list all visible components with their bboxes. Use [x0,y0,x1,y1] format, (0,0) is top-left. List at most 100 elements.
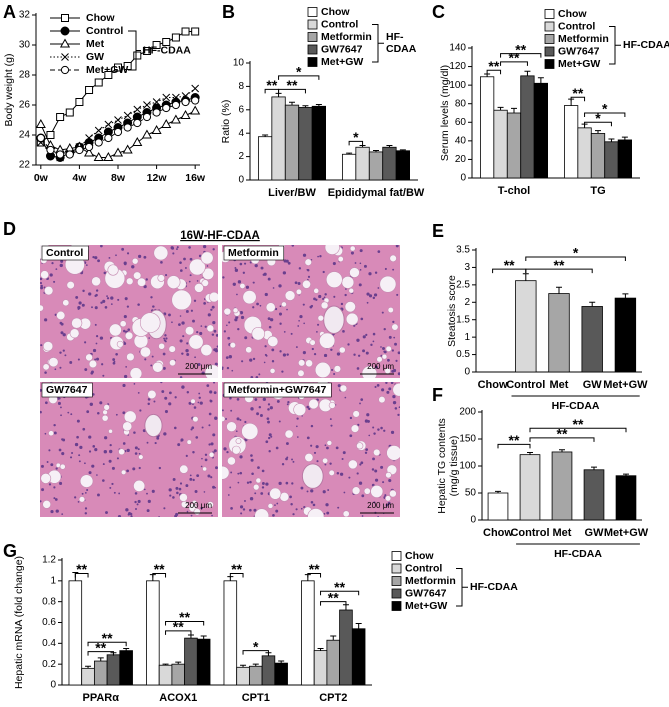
nucleus [249,358,253,362]
nucleus [302,351,306,355]
nucleus [55,509,59,513]
nucleus [178,323,181,326]
nucleus [192,319,195,323]
lipid-droplet [267,335,279,347]
nucleus [313,352,317,356]
y-tick-label: 200 [459,407,476,418]
nucleus [395,359,398,362]
lipid-droplet [201,279,209,287]
significance-bracket [497,443,531,449]
nucleus [40,464,44,468]
marker [133,51,142,60]
lipid-droplet [186,439,192,445]
nucleus [324,463,327,466]
lipid-droplet [123,410,137,424]
lipid-droplet [190,398,196,404]
nucleus [374,385,377,388]
marker [59,38,71,48]
nucleus [203,302,206,305]
nucleus [164,340,167,343]
significance-label: ** [173,619,184,635]
error-bar [556,286,562,294]
group-label: HF- [386,31,404,43]
scale-bar-label: 200 μm [185,362,212,371]
nucleus [392,401,397,405]
legend-label: Control [558,20,595,32]
nucleus [222,409,224,412]
marker [181,27,190,36]
nucleus [365,351,369,355]
nucleus [185,310,189,313]
nucleus [283,331,286,333]
nucleus [123,329,126,333]
nucleus [272,514,275,517]
nucleus [133,431,136,434]
nucleus [387,501,391,505]
nucleus [254,492,257,495]
nucleus [250,375,254,378]
nucleus [189,257,193,261]
lipid-droplet [385,345,392,352]
significance-label: ** [154,561,165,577]
error-bar [623,473,629,476]
error-bar [278,660,285,664]
legend-label: Chow [558,8,587,20]
lipid-droplet [319,332,336,349]
nucleus [81,492,84,495]
nucleus [267,420,270,424]
nucleus [257,466,260,469]
nucleus [138,466,141,470]
nucleus [285,259,289,263]
bar [257,136,273,181]
nucleus [335,446,339,450]
nucleus [79,445,83,450]
lipid-droplet [139,346,151,358]
error-bar [85,665,92,669]
y-tick-label: 3.5 [456,245,470,256]
marker [141,129,152,139]
nucleus [147,398,151,401]
error-bar [359,144,366,148]
error-bar [559,449,565,452]
nucleus [96,474,98,476]
nucleus [134,452,138,455]
nucleus [84,368,88,371]
marker [65,150,74,159]
nucleus [222,366,224,369]
nucleus [359,463,362,466]
nucleus [204,453,208,456]
lipid-droplet [265,302,276,313]
error-bar [373,150,379,152]
lipid-droplet [206,324,215,333]
nucleus [102,374,105,377]
significance-label: * [353,129,359,145]
nucleus [92,256,95,259]
nucleus [53,423,56,427]
nucleus [61,438,64,441]
lipid-droplet [222,415,226,422]
lipid-droplet [125,277,134,286]
image-label: Metformin+GW7647 [228,384,326,396]
nucleus [285,457,288,461]
x-tick-label: 0w [34,172,49,184]
x-tick-label: PPARα [82,692,119,704]
marker [35,118,46,128]
nucleus [236,398,240,401]
bar [223,580,238,686]
nucleus [69,456,73,459]
legend-label: Metformin [405,575,456,587]
lipid-droplet [232,307,239,314]
lipid-droplet [345,312,359,326]
nucleus [354,262,357,264]
lipid-droplet [188,258,206,276]
significance-bracket [486,69,502,75]
nucleus [103,450,108,454]
nucleus [41,488,45,492]
marker [152,98,161,106]
nucleus [118,492,121,495]
nucleus [300,507,303,510]
nucleus [174,514,178,517]
nucleus [271,360,275,363]
legend-bracket [456,568,468,607]
nucleus [144,358,147,361]
